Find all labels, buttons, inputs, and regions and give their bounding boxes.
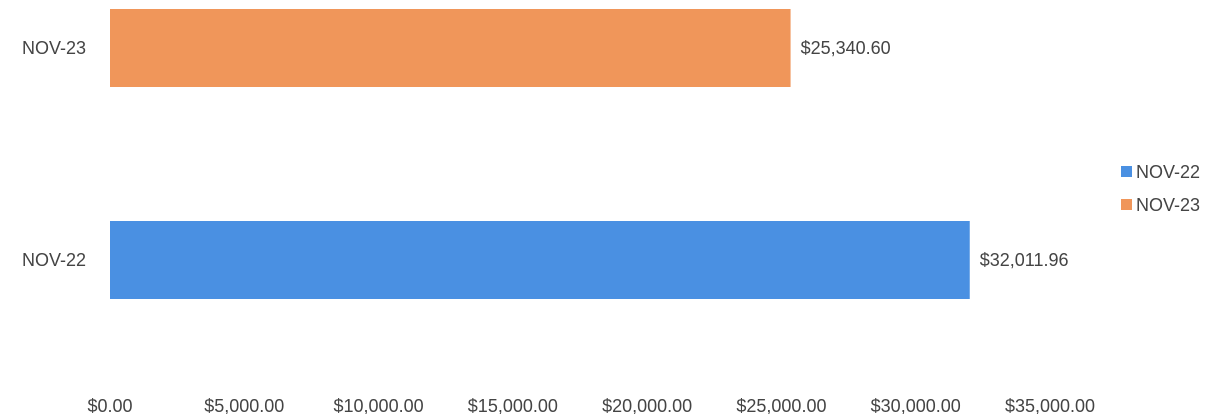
x-tick-label: $20,000.00 [602,396,692,414]
x-tick-label: $10,000.00 [334,396,424,414]
plot-area: NOV-23 $25,340.60 NOV-22 $32,011.96 [22,9,1069,299]
x-tick-label: $35,000.00 [1005,396,1095,414]
category-label-nov-22: NOV-22 [22,250,86,270]
data-label-nov-23: $25,340.60 [801,38,891,58]
x-tick-label: $0.00 [87,396,132,414]
x-tick-label: $15,000.00 [468,396,558,414]
category-label-nov-23: NOV-23 [22,38,86,58]
x-tick-label: $30,000.00 [871,396,961,414]
x-tick-label: $25,000.00 [736,396,826,414]
legend-label-nov-22: NOV-22 [1136,162,1200,182]
legend-swatch-nov-23 [1121,199,1132,210]
legend-swatch-nov-22 [1121,166,1132,177]
x-tick-label: $5,000.00 [204,396,284,414]
legend-label-nov-23: NOV-23 [1136,195,1200,215]
data-label-nov-22: $32,011.96 [980,250,1069,270]
x-axis-ticks: $0.00 $5,000.00 $10,000.00 $15,000.00 $20,00… [87,396,1095,414]
legend: NOV-22 NOV-23 [1121,162,1200,215]
bar-nov-22 [110,221,970,299]
bar-nov-23 [110,9,791,87]
